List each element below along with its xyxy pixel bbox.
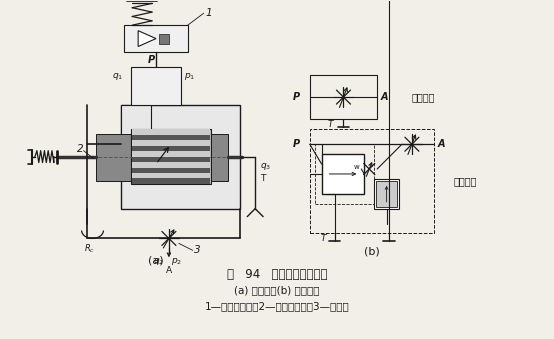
Bar bbox=[132, 140, 209, 146]
Text: 简化符号: 简化符号 bbox=[412, 92, 435, 102]
Bar bbox=[96, 134, 131, 181]
Text: A: A bbox=[381, 92, 389, 102]
Text: P: P bbox=[293, 92, 300, 102]
Text: (b): (b) bbox=[364, 246, 379, 256]
Text: T: T bbox=[321, 234, 327, 243]
Bar bbox=[211, 134, 228, 181]
Text: w: w bbox=[353, 164, 359, 170]
Polygon shape bbox=[138, 31, 156, 46]
Bar bbox=[310, 75, 377, 119]
Text: 详细符号: 详细符号 bbox=[454, 176, 477, 186]
Text: $p_2$: $p_2$ bbox=[171, 256, 182, 267]
Bar bbox=[132, 167, 209, 173]
Text: (a) 结构图；(b) 图形符号: (a) 结构图；(b) 图形符号 bbox=[234, 285, 320, 295]
Text: 2: 2 bbox=[77, 144, 84, 154]
Bar bbox=[132, 178, 209, 184]
Text: A: A bbox=[438, 139, 445, 149]
Bar bbox=[374, 179, 399, 209]
Text: $p_1$: $p_1$ bbox=[184, 71, 195, 82]
Bar bbox=[132, 162, 209, 167]
Bar bbox=[131, 129, 211, 184]
Bar bbox=[121, 104, 151, 144]
Text: $q_2$: $q_2$ bbox=[153, 256, 165, 267]
Bar bbox=[121, 104, 240, 209]
Bar bbox=[132, 146, 209, 151]
Bar bbox=[132, 129, 209, 135]
Text: 图   94   溢流节流阀的原理: 图 94 溢流节流阀的原理 bbox=[227, 267, 327, 281]
Bar bbox=[315, 144, 374, 204]
Bar bbox=[132, 151, 209, 157]
Text: (a): (a) bbox=[148, 255, 164, 265]
Text: $q_3$: $q_3$ bbox=[260, 161, 271, 172]
Bar bbox=[132, 135, 209, 140]
Bar bbox=[376, 181, 397, 207]
Bar bbox=[131, 67, 181, 104]
Text: T: T bbox=[328, 120, 334, 129]
Bar bbox=[322, 154, 365, 194]
Bar bbox=[132, 173, 209, 178]
Text: T: T bbox=[260, 174, 265, 183]
Text: $R_c$: $R_c$ bbox=[84, 242, 95, 255]
Text: $q_1$: $q_1$ bbox=[112, 71, 124, 82]
Text: 1: 1 bbox=[206, 8, 212, 18]
Text: 3: 3 bbox=[194, 245, 201, 255]
Text: P: P bbox=[147, 55, 155, 65]
Bar bbox=[159, 34, 169, 43]
Bar bbox=[124, 25, 188, 52]
Text: 1—先导压力阀；2—定差溢流阀；3—节流阀: 1—先导压力阀；2—定差溢流阀；3—节流阀 bbox=[204, 301, 350, 311]
Text: P: P bbox=[293, 139, 300, 149]
Bar bbox=[132, 157, 209, 162]
Bar bbox=[310, 129, 434, 234]
Text: A: A bbox=[166, 266, 172, 275]
